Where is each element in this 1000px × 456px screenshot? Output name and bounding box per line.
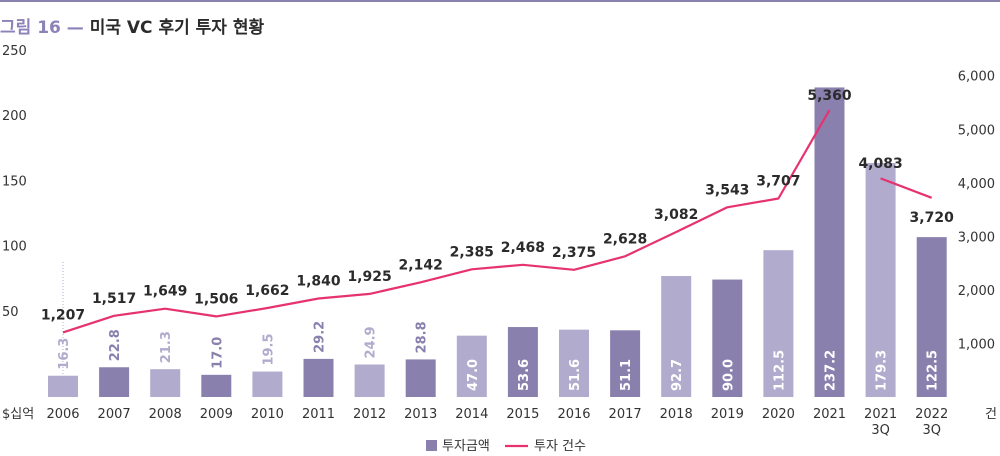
count-label: 2,468 (501, 240, 545, 256)
bar-value-label: 29.2 (313, 321, 328, 353)
count-label: 3,720 (910, 210, 955, 226)
count-label: 2,628 (603, 231, 647, 247)
bar-value-label: 112.5 (772, 350, 787, 391)
count-label: 1,925 (347, 269, 391, 285)
x-axis-tick-label: 2011 (302, 407, 335, 422)
bar (354, 364, 385, 397)
x-axis-tick-label: 2019 (711, 407, 744, 422)
count-label: 1,506 (194, 291, 238, 307)
count-line (880, 177, 933, 199)
right-axis-tick-label: 1,000 (958, 337, 995, 352)
bar-value-label: 122.5 (926, 350, 941, 391)
legend-bar-swatch (426, 440, 437, 451)
bar (252, 371, 283, 397)
bar-value-label: 237.2 (824, 350, 839, 391)
figure-label: 그림 16 (0, 18, 61, 38)
x-axis-tick-label: 2012 (353, 407, 386, 422)
bar (661, 276, 692, 397)
x-axis-tick-label: 2022 (915, 407, 948, 422)
right-axis-tick-label: 3,000 (958, 230, 995, 245)
bar-value-label: 90.0 (721, 359, 736, 391)
x-axis-tick-label: 3Q (922, 423, 941, 438)
count-label: 3,082 (654, 207, 698, 223)
count-label: 3,707 (756, 173, 800, 189)
count-label: 2,375 (552, 245, 596, 261)
right-axis-tick-label: 5,000 (958, 123, 995, 138)
count-label: 5,360 (807, 88, 852, 104)
x-axis-tick-label: 2007 (98, 407, 131, 422)
bar (303, 358, 334, 397)
count-label: 2,385 (450, 244, 494, 260)
x-axis-tick-label: 2009 (200, 407, 233, 422)
bar-value-label: 21.3 (159, 331, 174, 363)
bar-value-label: 28.8 (415, 321, 430, 353)
bar-value-label: 22.8 (108, 329, 123, 361)
title-text: 미국 VC 후기 투자 현황 (89, 18, 265, 38)
right-axis-tick-label: 2,000 (958, 284, 995, 299)
x-axis-tick-label: 2015 (506, 407, 539, 422)
count-label: 4,083 (858, 156, 902, 172)
x-axis-tick-label: 2006 (46, 407, 79, 422)
bar (610, 330, 641, 397)
x-axis-tick-label: 2021 (864, 407, 897, 422)
bar-value-label: 51.6 (568, 359, 583, 391)
title-dash: — (66, 18, 84, 38)
bar (763, 250, 794, 397)
figure-title: 그림 16 — 미국 VC 후기 투자 현황 (0, 13, 264, 38)
x-axis-tick-label: 2020 (762, 407, 795, 422)
left-axis-tick-label: 200 (2, 109, 27, 124)
bar-value-label: 51.1 (619, 359, 634, 391)
bar (99, 367, 130, 397)
bar-value-label: 53.6 (517, 359, 532, 391)
left-axis-tick-label: 50 (2, 305, 19, 320)
count-label: 2,142 (399, 257, 443, 273)
count-label: 1,207 (41, 307, 85, 323)
right-axis-unit: 건 (985, 407, 997, 422)
bar-value-label: 179.3 (875, 350, 890, 391)
count-label: 1,517 (92, 291, 136, 307)
x-axis-tick-label: 2013 (404, 407, 437, 422)
right-axis-tick-label: 6,000 (958, 70, 995, 85)
bar-value-label: 19.5 (261, 333, 276, 365)
x-axis-tick-label: 2018 (660, 407, 693, 422)
count-line (62, 109, 831, 334)
bar-value-label: 92.7 (670, 359, 685, 391)
x-axis-tick-label: 3Q (871, 423, 890, 438)
left-axis-tick-label: 100 (2, 240, 27, 255)
bar (559, 329, 589, 397)
x-axis-tick-label: 2010 (251, 407, 284, 422)
bar (507, 327, 538, 397)
x-axis-tick-label: 2014 (455, 407, 488, 422)
count-label: 3,543 (705, 182, 749, 198)
bar-value-label: 47.0 (466, 359, 481, 391)
legend-bar-label: 투자금액 (442, 439, 490, 454)
bar (916, 237, 947, 397)
bar-value-label: 24.9 (364, 326, 379, 358)
bar (865, 163, 896, 397)
count-label: 1,840 (296, 273, 341, 289)
bar-value-label: 17.0 (210, 337, 225, 369)
bar (814, 87, 845, 397)
x-axis-tick-label: 2017 (609, 407, 642, 422)
left-axis-tick-label: 150 (2, 174, 27, 189)
bar (712, 279, 743, 397)
top-rule (0, 0, 1000, 2)
x-axis-tick-label: 2008 (149, 407, 182, 422)
x-axis-tick-label: 2021 (813, 407, 846, 422)
right-axis-tick-label: 4,000 (958, 177, 995, 192)
bar (48, 375, 78, 397)
bar (405, 359, 436, 397)
x-axis-tick-label: 2016 (557, 407, 590, 422)
count-label: 1,662 (245, 283, 289, 299)
bar-value-label: 16.3 (57, 338, 72, 370)
left-axis-unit: $십억 (2, 407, 34, 422)
count-label: 1,649 (143, 284, 187, 300)
left-axis-tick-label: 250 (2, 44, 27, 59)
legend-line-label: 투자 건수 (534, 439, 586, 454)
bar (201, 374, 232, 397)
bar (150, 369, 181, 397)
bar (456, 335, 487, 397)
